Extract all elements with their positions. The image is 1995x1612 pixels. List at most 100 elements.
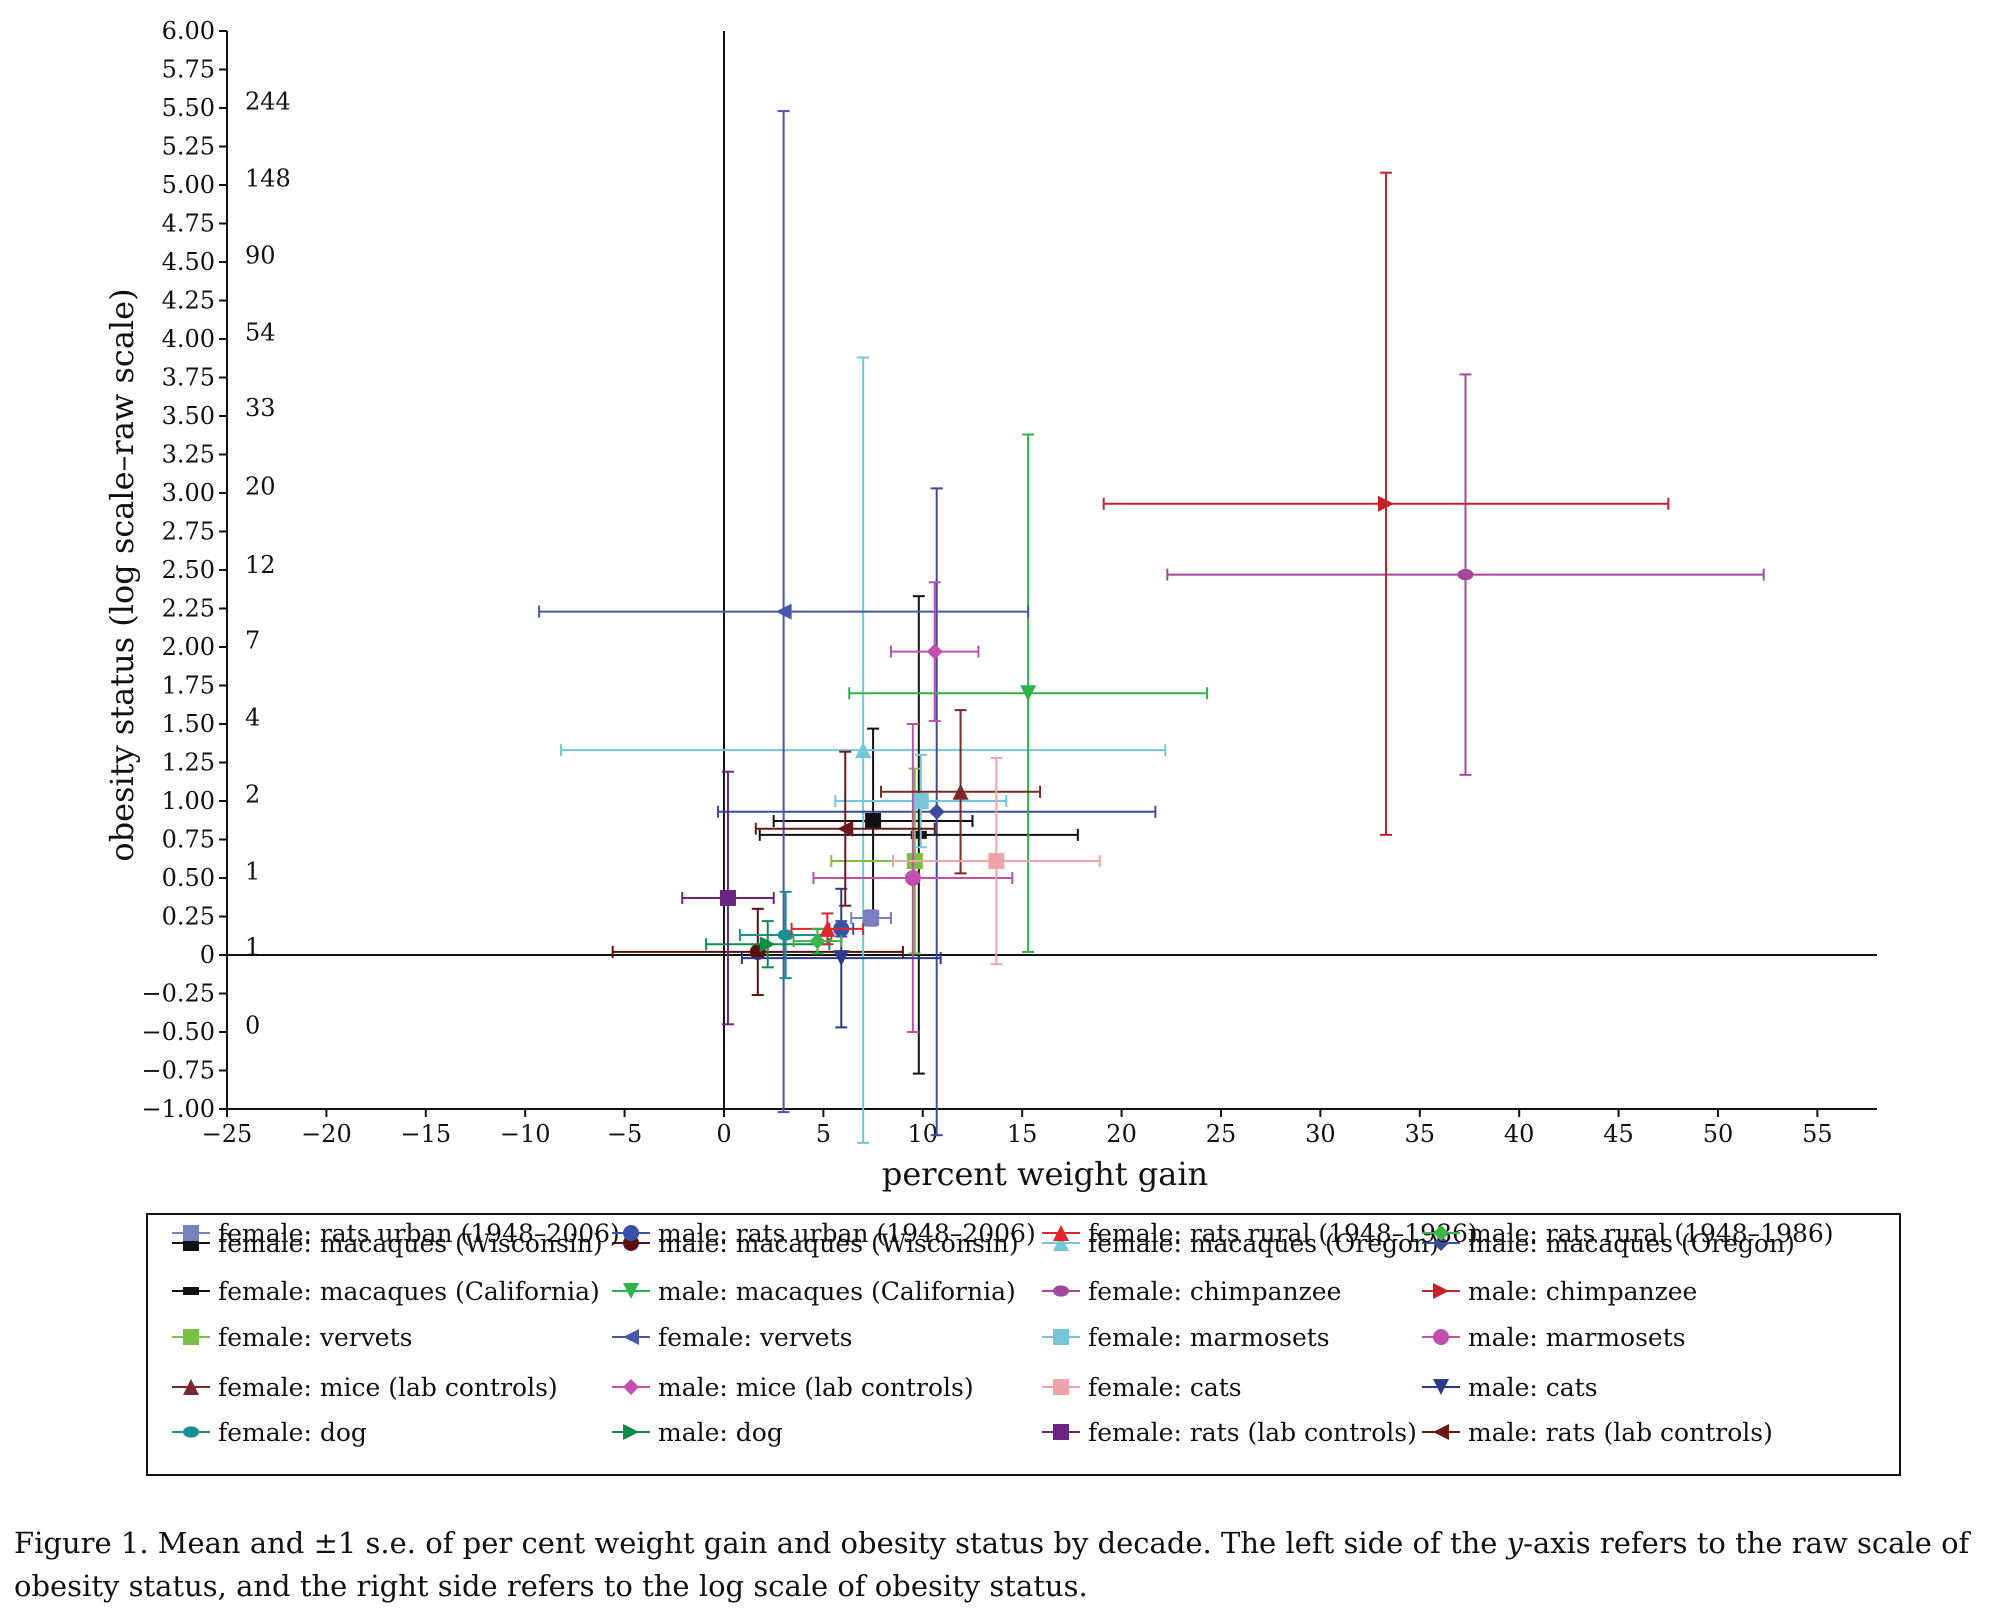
series-13 (889, 581, 980, 722)
legend-symbol (183, 1329, 199, 1345)
legend-label: female: mice (lab controls) (218, 1372, 558, 1402)
y-tick-label: 1.25 (162, 749, 215, 777)
x-tick-label: −25 (202, 1120, 253, 1148)
y-axis-title: obesity status (log scale–raw scale) (103, 288, 141, 861)
series-12 (880, 709, 1042, 875)
legend-item: male: macaques (California) (610, 1273, 1016, 1309)
legend-item: female: marmosets (1040, 1319, 1330, 1355)
data-point (775, 603, 792, 620)
legend-symbol (183, 1426, 199, 1438)
legend-marker-icon (1042, 1424, 1080, 1440)
legend-marker-icon (612, 1424, 650, 1440)
y-tick-label: −0.50 (141, 1018, 215, 1046)
y-tick-label: 2.00 (162, 633, 215, 661)
legend-marker-icon (1042, 1329, 1080, 1345)
series-5 (848, 433, 1209, 953)
legend-symbol (1053, 1225, 1069, 1241)
series-7 (1102, 171, 1670, 836)
legend-symbol (623, 1424, 639, 1440)
legend-symbol (183, 1225, 199, 1241)
series-9 (538, 110, 1030, 1114)
caption-y-word: y (1506, 1526, 1524, 1560)
legend-symbol (1053, 1235, 1069, 1251)
legend-symbol (1053, 1329, 1069, 1345)
raw-scale-label: 1 (245, 857, 260, 885)
y-tick-label: 1.00 (162, 787, 215, 815)
data-points (538, 110, 1765, 1144)
legend-label: male: rats rural (1948–1986) (1468, 1218, 1834, 1248)
y-tick-label: 5.00 (162, 171, 215, 199)
data-point (904, 870, 921, 886)
series-3 (717, 487, 1157, 1137)
legend-label: female: cats (1088, 1372, 1242, 1402)
legend-label: female: chimpanzee (1088, 1276, 1342, 1306)
legend-marker-icon (1042, 1285, 1080, 1297)
y-tick-label: 5.75 (162, 56, 215, 84)
x-tick-label: 5 (816, 1120, 831, 1148)
raw-scale-label: 1 (245, 933, 260, 961)
y-tick-label: 2.25 (162, 595, 215, 623)
y-tick-label: 0.25 (162, 903, 215, 931)
y-tick-label: 5.25 (162, 133, 215, 161)
raw-scale-label: 7 (245, 626, 260, 654)
raw-scale-label: 20 (245, 472, 276, 500)
data-point (777, 929, 794, 941)
x-tick-label: 25 (1206, 1120, 1237, 1148)
legend-item: female: rats (lab controls) (1040, 1414, 1417, 1450)
legend-label: female: rats urban (1948–2006) (218, 1218, 620, 1248)
data-point (910, 830, 927, 839)
raw-scale-label: 148 (245, 164, 291, 192)
legend-symbol (1053, 1424, 1069, 1440)
series-15 (740, 887, 942, 1029)
legend-label: female: marmosets (1088, 1322, 1330, 1352)
x-tick-label: 35 (1404, 1120, 1435, 1148)
legend-marker-icon (172, 1225, 210, 1241)
raw-scale-label: 90 (245, 241, 276, 269)
legend-item: male: mice (lab controls) (610, 1369, 974, 1405)
y-tick-label: 0 (200, 941, 215, 969)
data-point (1020, 685, 1037, 702)
y-tick-label: 4.00 (162, 325, 215, 353)
legend-symbol (1433, 1235, 1449, 1251)
legend-symbol (623, 1329, 639, 1345)
figure-caption: Figure 1. Mean and ±1 s.e. of per cent w… (14, 1522, 1989, 1608)
legend-marker-icon (1422, 1225, 1460, 1241)
legend-symbol (1433, 1329, 1449, 1345)
y-tick-label: 0.75 (162, 826, 215, 854)
legend-marker-icon (612, 1329, 650, 1345)
y-tick-label: −1.00 (141, 1095, 215, 1123)
legend-item: female: chimpanzee (1040, 1273, 1341, 1309)
caption-text-b: -axis refers to the raw scale of obesity… (14, 1526, 1970, 1603)
y-tick-label: 6.00 (162, 17, 215, 45)
x-tick-label: −5 (607, 1120, 642, 1148)
raw-scale-label: 4 (245, 703, 260, 731)
legend-item: male: cats (1420, 1369, 1598, 1405)
y-tick-label: −0.75 (141, 1057, 215, 1085)
legend-marker-icon (1422, 1424, 1460, 1440)
legend-item: female: macaques (Oregon) (1040, 1225, 1439, 1261)
legend-marker-icon (612, 1379, 650, 1395)
legend-symbol (183, 1379, 199, 1395)
series-22 (790, 912, 865, 946)
legend-label: male: mice (lab controls) (658, 1372, 974, 1402)
legend-item: female: vervets (170, 1319, 412, 1355)
legend-label: male: dog (658, 1417, 783, 1447)
x-tick-label: −15 (400, 1120, 451, 1148)
reference-lines (227, 31, 1877, 1109)
x-axis-title: percent weight gain (882, 1155, 1208, 1193)
legend-marker-icon (1042, 1379, 1080, 1395)
legend-item: female: mice (lab controls) (170, 1369, 558, 1405)
data-point (837, 820, 854, 837)
data-point (952, 783, 969, 800)
series-6 (1166, 373, 1765, 776)
y-tick-label: 3.75 (162, 364, 215, 392)
series-1 (611, 907, 904, 997)
y-tick-label: 4.50 (162, 248, 215, 276)
legend-label: female: rats rural (1948–1986) (1088, 1218, 1478, 1248)
legend-marker-icon (172, 1287, 210, 1295)
legend: female: macaques (Wisconsin) male: macaqu… (146, 1213, 1901, 1476)
raw-scale-label: 2 (245, 780, 260, 808)
legend-marker-icon (1042, 1225, 1080, 1241)
legend-label: male: macaques (Oregon) (1468, 1228, 1795, 1258)
legend-label: male: macaques (California) (658, 1276, 1016, 1306)
